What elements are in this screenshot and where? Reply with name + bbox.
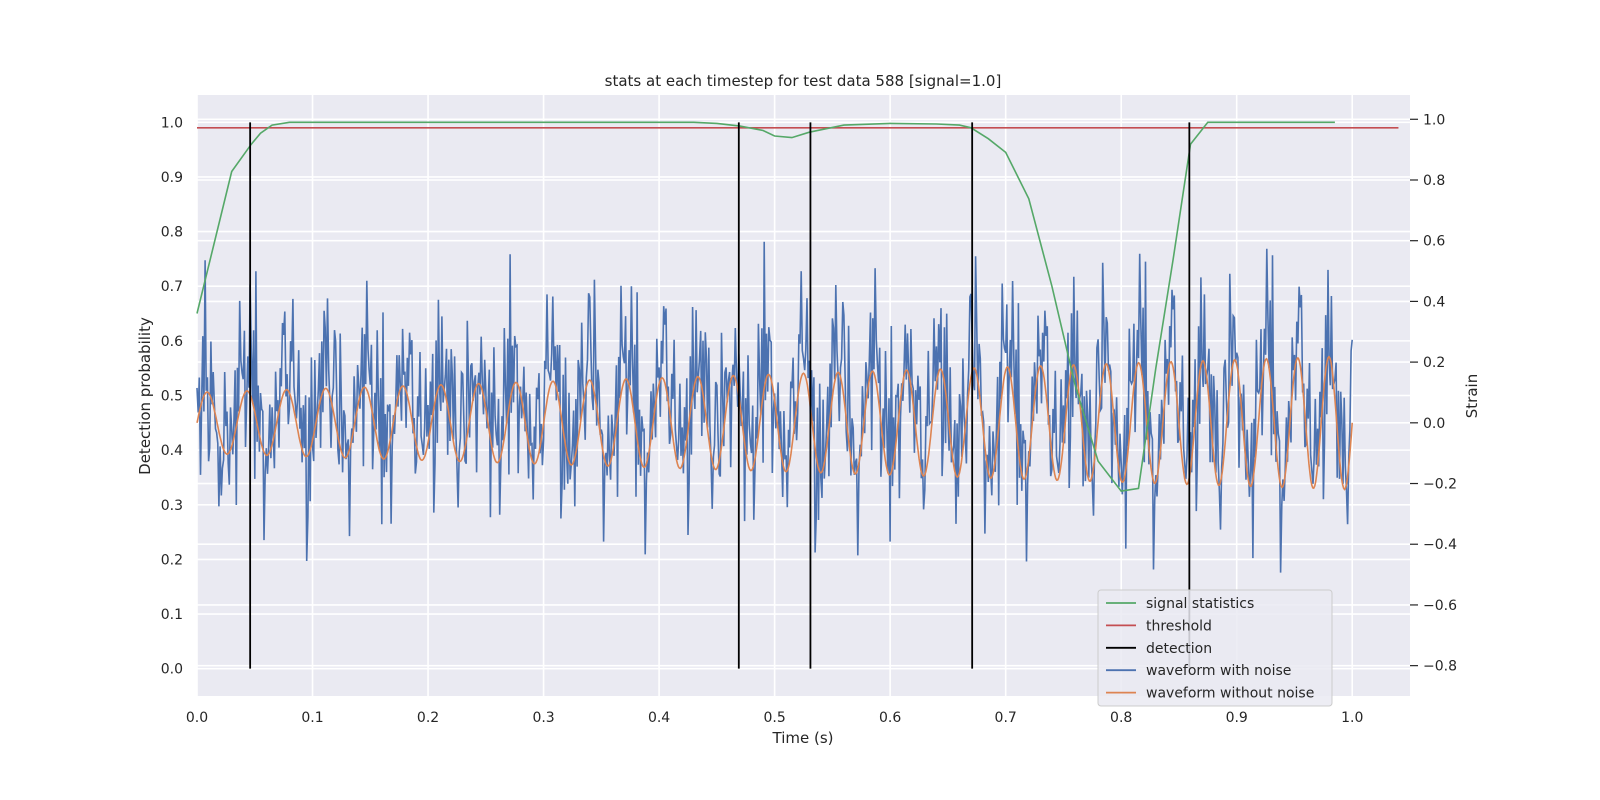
legend-label: signal statistics <box>1146 596 1254 612</box>
legend-label: waveform without noise <box>1146 686 1314 702</box>
x-tick-label: 1.0 <box>1341 710 1363 726</box>
x-tick-label: 0.6 <box>879 710 901 726</box>
x-axis-label: Time (s) <box>772 729 834 747</box>
x-tick-label: 0.0 <box>186 710 208 726</box>
legend-label: waveform with noise <box>1146 663 1291 679</box>
series-line-signal-statistics <box>196 121 1335 492</box>
legend-label: threshold <box>1146 618 1212 634</box>
y-tick-label-right: 0.0 <box>1423 416 1445 432</box>
chart-title: stats at each timestep for test data 588… <box>605 72 1002 90</box>
y-tick-label-right: −0.2 <box>1423 477 1457 493</box>
y-tick-label-left: 0.6 <box>161 334 183 350</box>
y-tick-label-right: 0.2 <box>1423 355 1445 371</box>
x-tick-label: 0.1 <box>301 710 323 726</box>
y-tick-label-left: 0.1 <box>161 607 183 623</box>
legend-box <box>1097 589 1333 707</box>
x-tick-label: 0.5 <box>763 710 785 726</box>
y-tick-label-right: 0.4 <box>1423 294 1445 310</box>
y-tick-label-left: 0.3 <box>161 498 183 514</box>
y-tick-label-left: 0.4 <box>161 443 183 459</box>
y-axis-label-left: Detection probability <box>136 317 154 475</box>
series-line-waveform-without-noise <box>196 355 1353 491</box>
y-tick-label-right: 1.0 <box>1423 112 1445 128</box>
x-tick-label: 0.4 <box>648 710 670 726</box>
x-tick-label: 0.3 <box>532 710 554 726</box>
x-tick-label: 0.9 <box>1226 710 1248 726</box>
x-tick-label: 0.2 <box>417 710 439 726</box>
y-tick-label-left: 1.0 <box>161 115 183 131</box>
y-tick-label-left: 0.7 <box>161 279 183 295</box>
x-tick-label: 0.7 <box>995 710 1017 726</box>
series-layer <box>196 121 1399 669</box>
y-axis-label-right: Strain <box>1463 374 1481 418</box>
y-tick-label-right: 0.6 <box>1423 234 1445 250</box>
y-tick-label-left: 0.5 <box>161 389 183 405</box>
y-tick-label-right: −0.6 <box>1423 598 1457 614</box>
x-tick-label: 0.8 <box>1110 710 1132 726</box>
y-tick-label-right: −0.4 <box>1423 537 1457 553</box>
legend-label: detection <box>1146 641 1212 657</box>
y-tick-label-right: −0.8 <box>1423 659 1457 675</box>
legend: signal statistics threshold detection wavef… <box>1097 589 1333 707</box>
y-tick-label-left: 0.8 <box>161 225 183 241</box>
y-tick-label-left: 0.2 <box>161 552 183 568</box>
series-line-waveform-with-noise <box>196 241 1353 573</box>
y-tick-label-right: 0.8 <box>1423 173 1445 189</box>
y-tick-label-left: 0.9 <box>161 170 183 186</box>
tick-layer: 0.0 0.1 0.2 0.3 0.4 0.5 0.6 0.7 0.8 0.9 1.0 0.0 0.1 0… <box>161 112 1457 726</box>
y-tick-label-left: 0.0 <box>161 662 183 678</box>
